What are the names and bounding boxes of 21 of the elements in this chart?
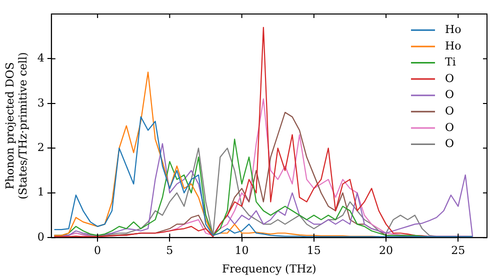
y-tick-label: 3 <box>37 96 44 110</box>
y-tick-label: 0 <box>37 230 44 244</box>
legend-label: Ho <box>445 23 462 36</box>
x-tick-label: 10 <box>234 244 249 258</box>
legend-label: O <box>445 72 454 85</box>
y-tick-label: 4 <box>37 52 44 65</box>
x-tick-label: 20 <box>379 244 394 258</box>
x-tick-label: 25 <box>451 244 466 258</box>
legend-label: O <box>445 104 454 118</box>
y-tick-label: 1 <box>37 186 44 199</box>
legend-label: Ti <box>445 56 456 69</box>
legend-label: O <box>445 137 454 150</box>
legend-label: O <box>445 88 454 102</box>
legend-label: O <box>445 120 454 134</box>
y-tick-label: 2 <box>37 141 44 154</box>
legend-label: Ho <box>445 39 462 52</box>
x-tick-label: 15 <box>306 244 321 258</box>
y-axis-title: Phonon projected DOS (States/THz·primitive cell) <box>3 52 30 200</box>
x-tick-label: 5 <box>166 244 174 258</box>
x-tick-label: 0 <box>94 244 102 258</box>
x-axis-title: Frequency (THz) <box>222 262 316 276</box>
